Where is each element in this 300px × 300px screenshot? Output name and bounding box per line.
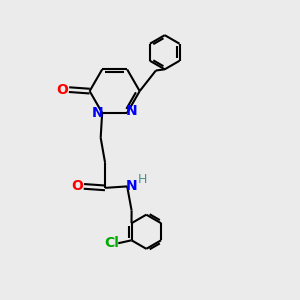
Text: Cl: Cl [104, 236, 119, 250]
Text: H: H [138, 172, 147, 185]
Text: O: O [57, 82, 68, 97]
Text: N: N [126, 104, 137, 118]
Text: N: N [126, 179, 137, 193]
Text: N: N [92, 106, 103, 120]
Text: O: O [71, 179, 83, 194]
